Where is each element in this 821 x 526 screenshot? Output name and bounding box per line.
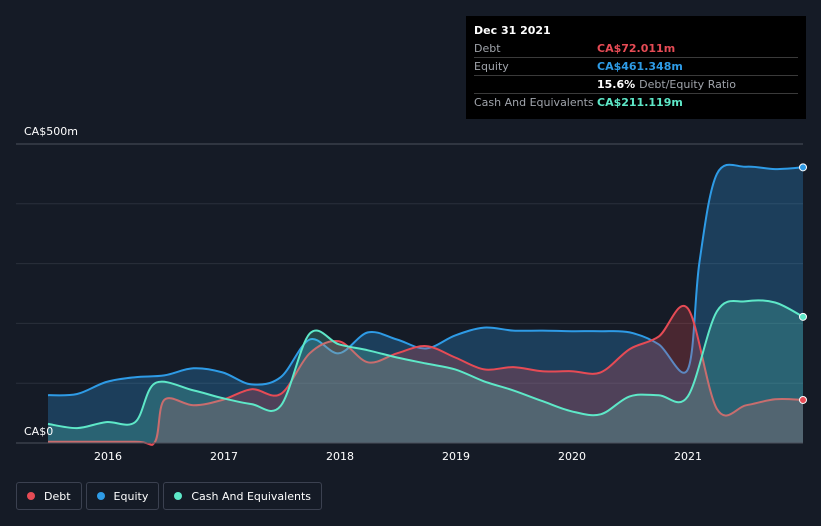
series-layer xyxy=(47,163,804,446)
series-line-equity xyxy=(47,163,804,397)
legend-dot-cash-icon xyxy=(174,492,183,500)
x-tick-2020: 2020 xyxy=(558,450,586,463)
y-axis-label-top: CA$500m xyxy=(24,125,78,138)
legend-item-cash[interactable]: Cash And Equivalents xyxy=(163,482,322,510)
x-tick-2017: 2017 xyxy=(210,450,238,463)
tooltip-cash-value: CA$211.119m xyxy=(597,96,683,109)
tooltip-ratio-label xyxy=(474,76,597,93)
x-tick-2016: 2016 xyxy=(94,450,122,463)
tooltip-cash-label: Cash And Equivalents xyxy=(474,96,594,109)
legend: Debt Equity Cash And Equivalents xyxy=(16,482,322,510)
tooltip-equity-label: Equity xyxy=(474,60,509,73)
tooltip-ratio-suffix: Debt/Equity Ratio xyxy=(639,78,736,91)
series-line-cash-and-equivalents xyxy=(47,299,804,430)
legend-label-debt: Debt xyxy=(44,489,71,503)
area-equity xyxy=(48,164,803,443)
end-point-debt xyxy=(799,395,807,404)
tooltip-panel: Dec 31 2021 Debt CA$72.011m Equity CA$46… xyxy=(466,16,806,119)
tooltip-debt-value: CA$72.011m xyxy=(597,42,676,55)
end-point-cash-and-equivalents xyxy=(799,312,807,321)
tooltip-debt-label: Debt xyxy=(474,42,501,55)
x-tick-2021: 2021 xyxy=(674,450,702,463)
series-line-debt xyxy=(47,304,804,446)
legend-label-equity: Equity xyxy=(113,489,149,503)
tooltip-row-ratio: 15.6% Debt/Equity Ratio xyxy=(474,76,798,94)
tooltip-date: Dec 31 2021 xyxy=(474,24,551,37)
tooltip-row-equity: Equity CA$461.348m xyxy=(474,58,798,76)
x-tick-2018: 2018 xyxy=(326,450,354,463)
end-markers xyxy=(16,163,807,444)
end-point-equity xyxy=(799,163,807,172)
legend-label-cash: Cash And Equivalents xyxy=(191,489,311,503)
tooltip-equity-value: CA$461.348m xyxy=(597,60,683,73)
tooltip-row-cash: Cash And Equivalents CA$211.119m xyxy=(474,94,798,111)
tooltip-row-debt: Debt CA$72.011m xyxy=(474,40,798,58)
area-debt xyxy=(48,305,803,445)
legend-item-debt[interactable]: Debt xyxy=(16,482,82,510)
legend-dot-debt-icon xyxy=(27,492,35,500)
x-tick-2019: 2019 xyxy=(442,450,470,463)
tooltip-ratio-value: 15.6% xyxy=(597,78,636,91)
y-axis-label-zero: CA$0 xyxy=(24,425,54,438)
legend-dot-equity-icon xyxy=(96,492,105,500)
legend-item-equity[interactable]: Equity xyxy=(85,482,160,510)
